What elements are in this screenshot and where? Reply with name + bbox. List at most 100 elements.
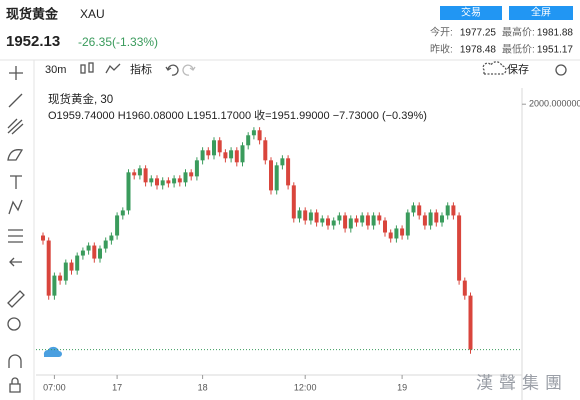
candle-body: [75, 255, 80, 271]
fullscreen-button[interactable]: [509, 6, 573, 20]
candle-body: [166, 180, 171, 184]
candle-body: [183, 172, 188, 183]
undo-icon[interactable]: [165, 64, 179, 76]
line-tool[interactable]: [8, 93, 23, 108]
y-tick-label: 2000.000000: [529, 99, 580, 109]
trade-button[interactable]: [440, 6, 502, 20]
back-tool[interactable]: [9, 257, 22, 267]
candle-body: [348, 218, 353, 229]
candle-body: [405, 212, 410, 236]
zoom-tool[interactable]: [7, 317, 21, 331]
trade-button-label[interactable]: 交易: [461, 6, 481, 19]
candle-body: [445, 205, 450, 216]
candle-body: [200, 150, 205, 161]
save[interactable]: 保存: [507, 62, 529, 76]
candle-body: [194, 160, 199, 177]
stat-label: 今开:: [430, 26, 453, 39]
x-tick-label: 07:00: [43, 382, 66, 392]
candle-body: [92, 245, 97, 259]
x-tick-label: 19: [397, 382, 407, 392]
price: 1952.13: [6, 33, 60, 50]
candle-body: [451, 205, 456, 216]
candle-body: [137, 168, 142, 176]
candle-body: [229, 150, 234, 159]
left-toolbar: [7, 66, 25, 393]
candle-body: [217, 140, 222, 153]
candle-body: [320, 218, 325, 223]
candle-body: [331, 220, 336, 226]
text-tool[interactable]: [10, 175, 22, 189]
candle-body: [115, 215, 120, 236]
candle-body: [58, 275, 63, 281]
candle-body: [177, 178, 182, 183]
candle-body: [189, 172, 194, 177]
candle-body: [326, 218, 330, 226]
settings-icon[interactable]: [555, 64, 567, 76]
candle-body: [160, 180, 165, 186]
indicator-icon[interactable]: [105, 63, 121, 74]
candle-body: [428, 212, 433, 226]
candle-body: [269, 160, 273, 191]
ruler-tool[interactable]: [7, 290, 25, 308]
candle-body: [394, 228, 399, 239]
candle-body: [297, 210, 302, 219]
candle-body: [422, 215, 427, 226]
cloud-icon[interactable]: [482, 61, 507, 75]
candle-body: [98, 248, 102, 259]
candle-body: [246, 135, 251, 146]
candle-body: [103, 240, 108, 249]
candle-body: [400, 228, 405, 236]
candle-body: [434, 212, 439, 223]
indicators[interactable]: 指标: [130, 62, 152, 76]
stat-value: 1977.25: [460, 28, 497, 39]
x-tick-label: 18: [198, 382, 208, 392]
pattern-tool[interactable]: [8, 199, 23, 215]
candle-body: [120, 210, 125, 216]
candle-icon[interactable]: [80, 62, 94, 74]
price-change: -26.35(-1.33%): [78, 35, 158, 49]
interval[interactable]: 30m: [45, 64, 66, 76]
candle-body: [143, 168, 148, 183]
candle-body: [109, 235, 114, 241]
candle-body: [291, 185, 296, 219]
candle-body: [80, 250, 85, 256]
lock-tool[interactable]: [9, 377, 21, 393]
cloud-badge[interactable]: [43, 346, 62, 357]
candle-body: [206, 150, 211, 156]
x-tick-label: 17: [112, 382, 122, 392]
candle-body: [126, 172, 131, 211]
candle-body: [257, 130, 262, 141]
candle-body: [314, 212, 319, 223]
candle-body: [343, 215, 348, 229]
candle-body: [132, 172, 137, 176]
x-tick-label: 12:00: [294, 382, 317, 392]
magnet-tool[interactable]: [8, 354, 22, 368]
candle-body: [411, 205, 416, 213]
candle-body: [172, 178, 177, 184]
redo-icon[interactable]: [182, 64, 196, 76]
candle-body: [383, 220, 387, 233]
candle-body: [223, 152, 228, 159]
stat-value: 1981.88: [537, 28, 574, 39]
legend-ohlc: O1959.74000 H1960.08000 L1951.17000 收=19…: [48, 108, 427, 122]
fullscreen-button-label[interactable]: 全屏: [531, 6, 551, 19]
candle-body: [388, 232, 393, 239]
candle-body: [308, 212, 313, 221]
crosshair-tool[interactable]: [9, 66, 23, 80]
candle-body: [41, 235, 45, 241]
candle-body: [52, 275, 57, 296]
prediction-tool[interactable]: [8, 229, 23, 243]
brush-tool[interactable]: [7, 149, 24, 161]
candle-body: [303, 210, 308, 221]
candle-body: [46, 240, 51, 296]
candle-body: [155, 178, 159, 186]
watermark: 漢聲集團: [476, 373, 568, 392]
candle-body: [457, 215, 462, 281]
legend-title: 现货黄金, 30: [48, 92, 113, 106]
candle-body: [360, 215, 365, 223]
fib-tool[interactable]: [7, 118, 24, 135]
candle-body: [240, 145, 245, 163]
candle-body: [417, 205, 422, 216]
stat-value: 1951.17: [537, 45, 574, 56]
